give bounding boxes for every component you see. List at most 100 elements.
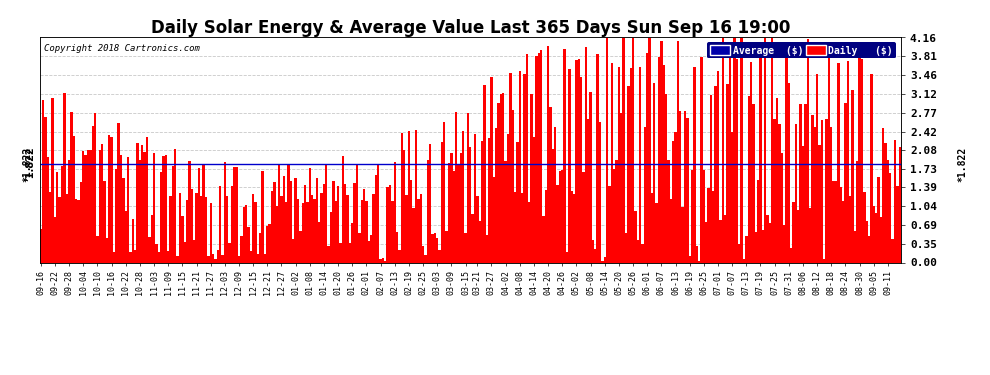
Bar xyxy=(546,46,549,262)
Bar xyxy=(167,251,169,262)
Bar xyxy=(485,235,488,262)
Bar xyxy=(684,111,686,262)
Bar xyxy=(712,192,715,262)
Text: *1.822: *1.822 xyxy=(957,146,967,182)
Bar xyxy=(68,160,70,262)
Bar xyxy=(290,181,292,262)
Bar xyxy=(823,259,826,262)
Bar xyxy=(152,153,155,262)
Bar xyxy=(741,38,742,262)
Bar xyxy=(292,240,294,262)
Bar xyxy=(672,141,674,262)
Bar xyxy=(96,236,99,262)
Bar xyxy=(509,73,512,262)
Legend: Average  ($), Daily   ($): Average ($), Daily ($) xyxy=(708,42,896,58)
Bar xyxy=(360,200,363,262)
Bar xyxy=(625,234,628,262)
Bar xyxy=(118,123,120,262)
Bar xyxy=(505,161,507,262)
Bar xyxy=(490,77,493,262)
Bar xyxy=(205,196,207,262)
Bar xyxy=(563,49,566,262)
Bar xyxy=(42,100,45,262)
Bar xyxy=(351,223,353,262)
Bar xyxy=(573,194,575,262)
Bar xyxy=(89,150,91,262)
Bar xyxy=(679,111,681,262)
Bar xyxy=(549,107,551,262)
Bar xyxy=(894,140,896,262)
Bar xyxy=(217,250,219,262)
Bar xyxy=(113,252,115,262)
Bar xyxy=(56,171,58,262)
Bar xyxy=(389,185,391,262)
Bar xyxy=(696,246,698,262)
Bar xyxy=(708,188,710,262)
Bar xyxy=(207,256,210,262)
Bar xyxy=(835,182,838,262)
Bar xyxy=(870,74,872,262)
Bar xyxy=(674,132,677,262)
Bar xyxy=(127,158,130,262)
Bar xyxy=(556,184,558,262)
Bar xyxy=(108,135,111,262)
Bar xyxy=(316,178,318,262)
Bar xyxy=(120,156,122,262)
Bar xyxy=(452,171,455,262)
Bar xyxy=(700,57,703,262)
Bar xyxy=(575,60,577,262)
Bar xyxy=(249,251,252,262)
Bar xyxy=(568,69,570,262)
Bar xyxy=(533,137,536,262)
Bar xyxy=(106,238,108,262)
Bar xyxy=(582,172,585,262)
Bar xyxy=(87,150,89,262)
Bar xyxy=(538,53,540,262)
Bar xyxy=(122,178,125,262)
Bar xyxy=(570,191,573,262)
Bar xyxy=(531,94,533,262)
Bar xyxy=(318,222,321,262)
Bar xyxy=(840,188,842,262)
Bar xyxy=(580,77,582,262)
Bar xyxy=(889,174,891,262)
Bar xyxy=(637,240,639,262)
Bar xyxy=(169,196,171,262)
Bar xyxy=(719,220,722,262)
Title: Daily Solar Energy & Average Value Last 365 Days Sun Sep 16 19:00: Daily Solar Energy & Average Value Last … xyxy=(150,20,790,38)
Bar xyxy=(77,200,80,262)
Bar xyxy=(337,186,340,262)
Bar xyxy=(734,38,736,262)
Bar xyxy=(669,199,672,262)
Bar xyxy=(601,261,604,262)
Bar xyxy=(507,134,509,262)
Bar xyxy=(736,59,739,262)
Bar xyxy=(471,214,474,262)
Bar xyxy=(478,220,481,262)
Bar xyxy=(632,38,635,262)
Bar xyxy=(868,236,870,262)
Bar xyxy=(311,195,313,262)
Bar xyxy=(410,180,413,262)
Bar xyxy=(856,161,858,262)
Bar xyxy=(731,132,734,262)
Bar xyxy=(846,61,849,262)
Bar xyxy=(771,38,773,262)
Bar xyxy=(214,259,217,262)
Bar xyxy=(761,230,764,262)
Bar xyxy=(191,189,193,262)
Bar xyxy=(795,124,797,262)
Bar xyxy=(816,74,819,262)
Bar xyxy=(543,216,545,262)
Bar xyxy=(884,143,887,262)
Bar xyxy=(566,252,568,262)
Bar xyxy=(384,261,386,262)
Bar xyxy=(495,128,497,262)
Bar xyxy=(476,196,478,262)
Bar xyxy=(667,159,669,262)
Bar xyxy=(481,141,483,262)
Bar xyxy=(628,86,630,262)
Bar xyxy=(141,145,144,262)
Bar xyxy=(137,143,139,262)
Bar xyxy=(592,240,594,262)
